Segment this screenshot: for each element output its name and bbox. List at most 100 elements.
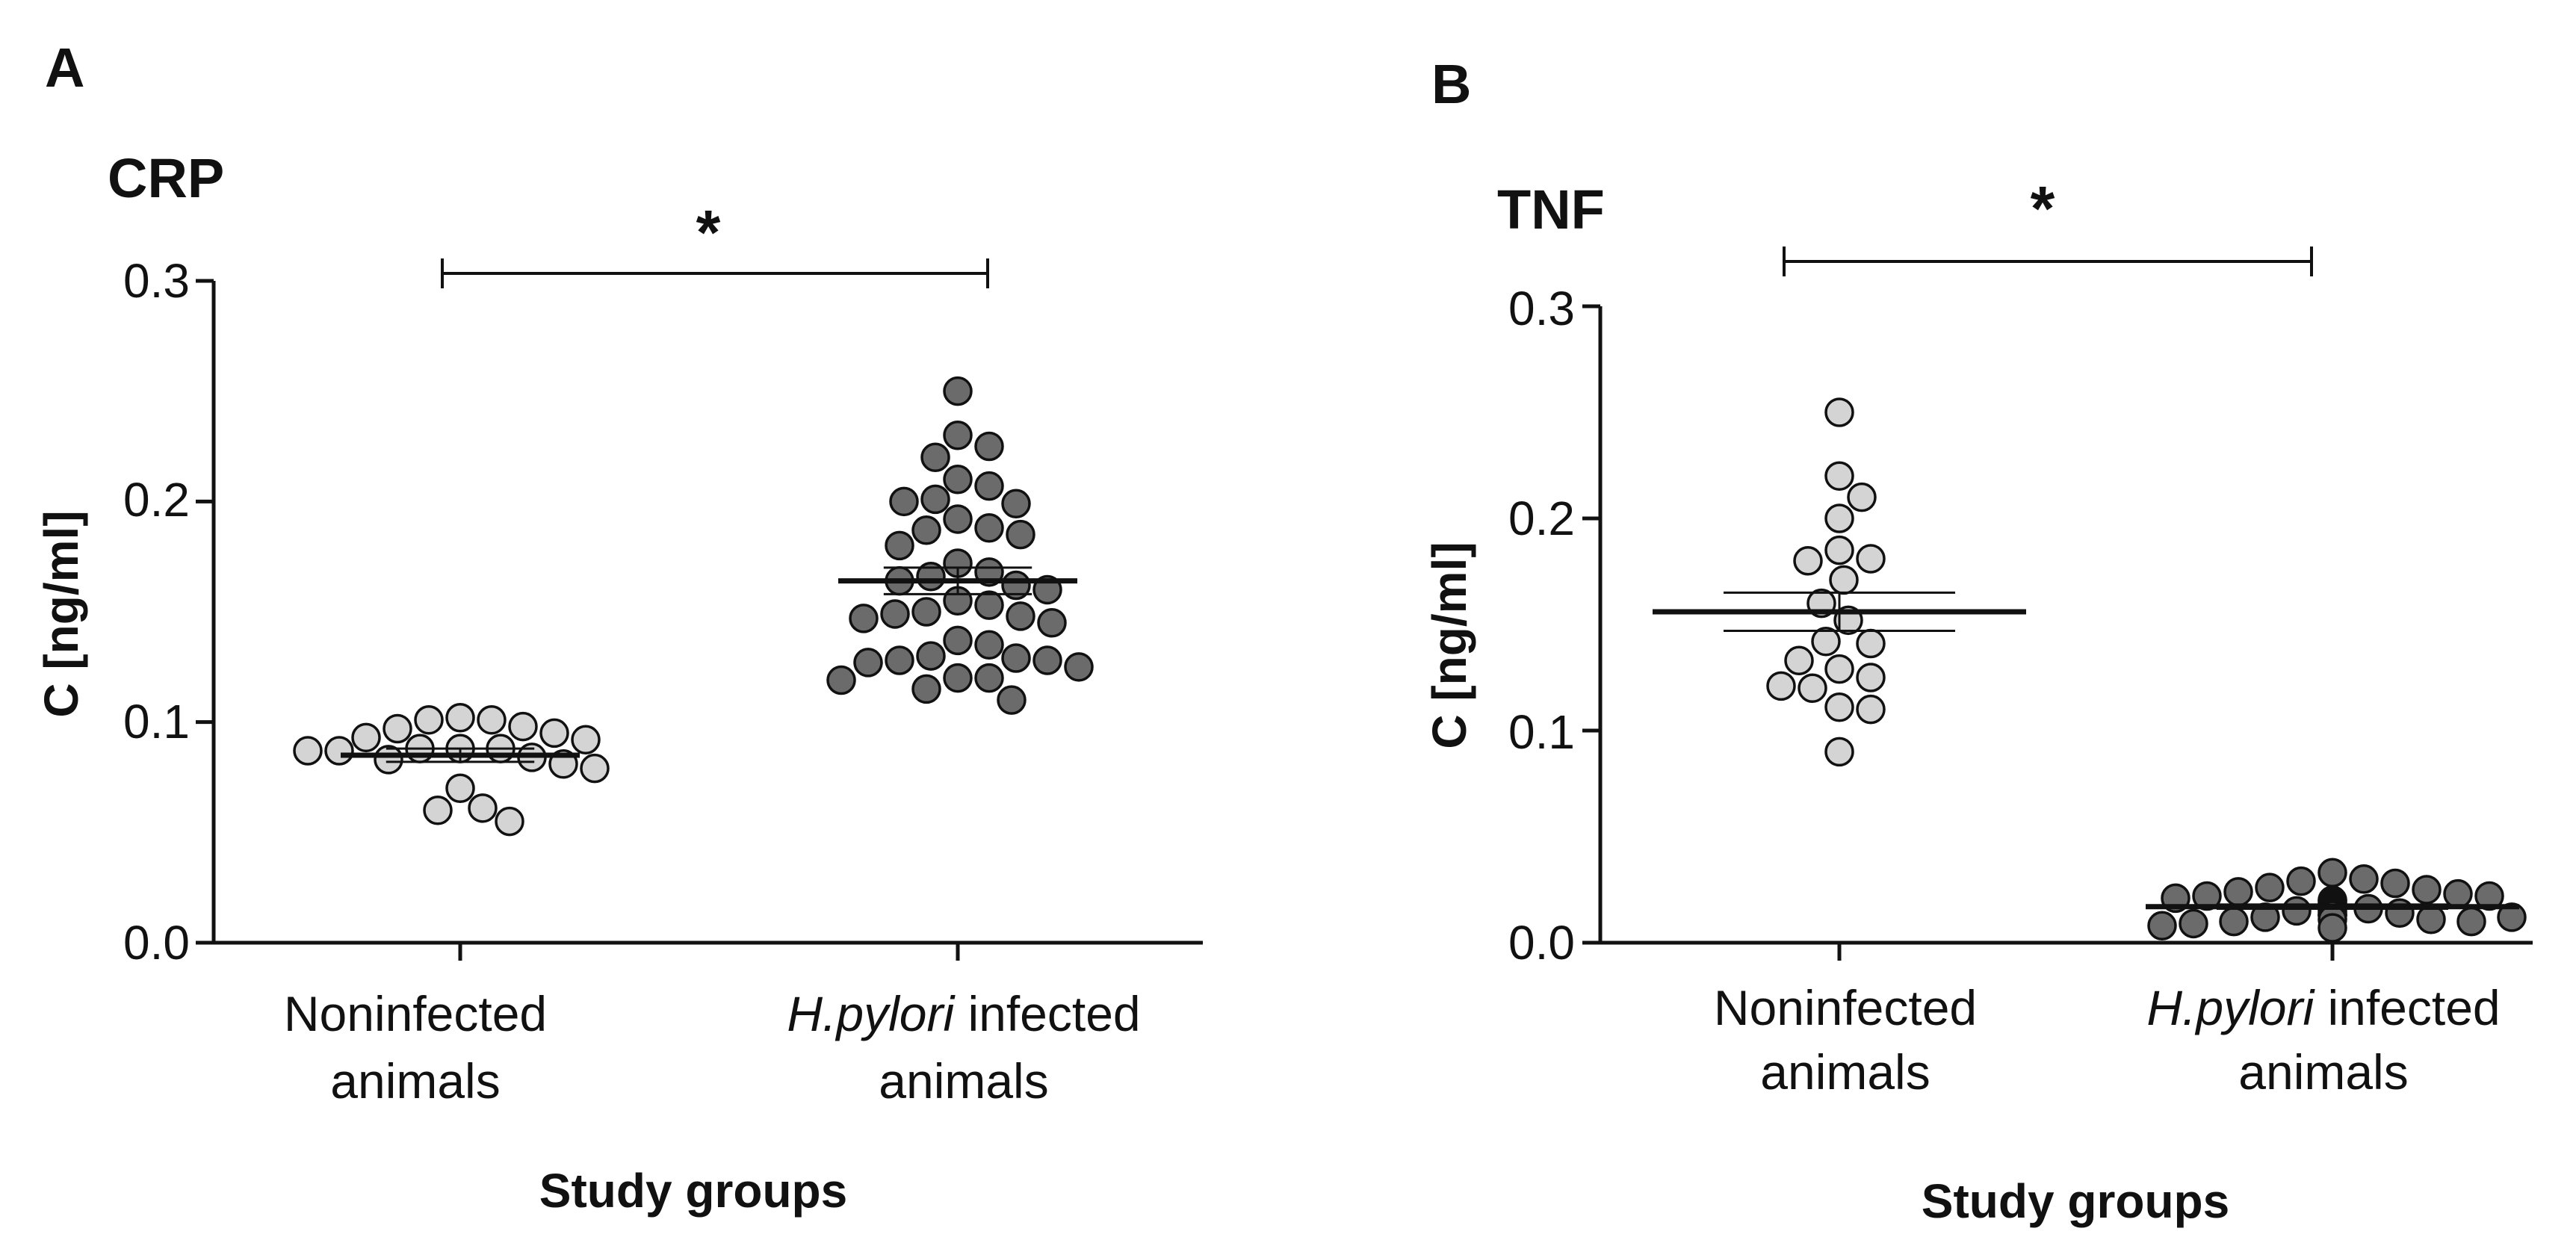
panel-b-point-infected-34: [2318, 913, 2347, 943]
panel-a-point-infected-32: [1032, 645, 1062, 675]
panel-a-point-infected-38: [911, 674, 941, 704]
panel-a-point-infected-27: [943, 625, 973, 656]
panel-a-category-infected-italic: H.pylori: [787, 986, 956, 1041]
panel-b-point-noninfected-2: [1847, 482, 1877, 512]
panel-a-ytick-label-0.0: 0.0: [123, 916, 190, 970]
panel-a-point-infected-13: [885, 530, 914, 561]
panel-a-point-infected-4: [943, 465, 973, 495]
panel-b-category-infected-italic: H.pylori: [2146, 980, 2315, 1035]
panel-b-y-axis-label: C [ng/ml]: [1422, 542, 1476, 748]
panel-a-point-infected-6: [920, 484, 950, 515]
panel-b-point-infected-31: [2456, 906, 2486, 937]
panel-b-point-noninfected-14: [1856, 663, 1886, 692]
panel-a-category-noninfected-line1: Noninfected: [284, 986, 547, 1041]
panel-b-point-noninfected-11: [1856, 628, 1886, 659]
panel-a-point-infected-10: [974, 513, 1004, 543]
panel-a-x-axis-label: Study groups: [539, 1164, 847, 1218]
panel-a-point-infected-12: [1006, 519, 1035, 550]
panel-b-point-noninfected-10: [1811, 626, 1841, 657]
panel-b-ytick-label-0.1: 0.1: [1508, 705, 1575, 759]
panel-b-point-infected-32: [2179, 908, 2208, 939]
panel-b-title: TNF: [1497, 179, 1605, 241]
panel-b-category-noninfected-line1: Noninfected: [1714, 980, 1977, 1035]
panel-a-title: CRP: [108, 147, 224, 209]
panel-b-point-infected-1: [2349, 864, 2379, 894]
panel-b-point-infected-7: [2443, 878, 2473, 909]
panel-a-point-infected-31: [885, 645, 914, 675]
panel-b-x-axis-label: Study groups: [1922, 1174, 2229, 1228]
panel-a-point-infected-9: [943, 504, 973, 534]
panel-a-point-infected-2: [974, 431, 1004, 462]
panel-a-ytick-label-0.2: 0.2: [123, 473, 190, 527]
panel-a-point-noninfected-17: [445, 773, 475, 804]
panel-a-point-infected-7: [889, 486, 919, 517]
panel-a-point-infected-11: [911, 515, 941, 545]
panel-a-point-infected-25: [849, 604, 879, 633]
panel-b-category-infected-rest: infected: [2314, 980, 2501, 1035]
panel-b-point-noninfected-1: [1824, 461, 1854, 491]
panel-a-significance-star: *: [696, 197, 721, 267]
panel-a-point-noninfected-16: [580, 753, 610, 784]
panel-b-ytick-label-0.0: 0.0: [1508, 916, 1575, 970]
panel-b-point-noninfected-16: [1798, 673, 1827, 703]
panel-a: A CRP * C [ng/ml] Study groups 0.3 0.2 0…: [34, 37, 1141, 1218]
panel-b-ytick-label-0.3: 0.3: [1508, 282, 1575, 335]
panel-a-point-infected-36: [974, 663, 1004, 693]
panel-a-point-noninfected-3: [508, 711, 538, 742]
panel-b-point-infected-28: [2416, 905, 2446, 934]
panel-b-point-infected-9: [2474, 881, 2504, 911]
panel-b-point-noninfected-0: [1824, 397, 1854, 427]
panel-b-point-noninfected-12: [1784, 645, 1814, 676]
panel-a-plot: [196, 258, 1203, 961]
panel-b-point-noninfected-17: [1824, 692, 1854, 722]
panel-b-plot: [1582, 247, 2533, 961]
panel-b-point-infected-4: [2255, 872, 2285, 902]
panel-b-point-infected-33: [2147, 911, 2177, 941]
panel-label-a: A: [45, 37, 84, 99]
panel-b-point-infected-8: [2192, 881, 2222, 911]
panel-a-point-infected-37: [826, 665, 856, 695]
panel-a-point-infected-24: [1006, 601, 1035, 631]
panel-b-point-noninfected-5: [1856, 544, 1886, 574]
panel-a-point-noninfected-12: [293, 736, 323, 766]
panel-b-category-noninfected-line2: animals: [1760, 1044, 1930, 1100]
panel-a-point-infected-30: [1001, 643, 1031, 673]
plot-marks: [196, 247, 2533, 961]
panel-b-point-infected-19: [2282, 896, 2312, 926]
panel-a-point-noninfected-0: [445, 703, 475, 733]
panel-a-point-infected-8: [1001, 489, 1031, 519]
panel-a-point-infected-26: [1037, 608, 1067, 638]
panel-a-point-noninfected-2: [414, 704, 444, 735]
panel-b-category-infected-line1: H.pylori infected: [2146, 980, 2500, 1035]
panel-b-point-noninfected-15: [1766, 671, 1796, 701]
panel-b-point-noninfected-13: [1824, 654, 1854, 684]
panel-a-point-infected-39: [997, 685, 1027, 715]
panel-a-point-noninfected-20: [495, 806, 524, 837]
panel-a-y-axis-label: C [ng/ml]: [34, 510, 88, 717]
panel-a-point-infected-0: [943, 376, 973, 406]
panel-a-point-infected-1: [943, 420, 973, 450]
panel-a-point-infected-35: [943, 663, 973, 693]
panel-b-point-noninfected-7: [1829, 565, 1859, 595]
panel-b-ytick-label-0.2: 0.2: [1508, 492, 1575, 545]
panel-a-point-noninfected-11: [324, 736, 354, 766]
panel-a-ytick-label-0.1: 0.1: [123, 695, 190, 748]
panel-a-point-noninfected-14: [374, 745, 403, 775]
panel-b-point-noninfected-19: [1824, 737, 1854, 767]
panel-b-point-infected-5: [2412, 875, 2442, 905]
panel-a-point-infected-5: [974, 471, 1004, 501]
panel-a-point-noninfected-1: [477, 704, 507, 735]
panel-a-point-infected-29: [916, 641, 946, 671]
panel-a-point-infected-28: [974, 630, 1004, 660]
panel-b-point-infected-2: [2286, 866, 2316, 896]
panel-a-point-infected-3: [920, 442, 950, 473]
panel-b: B TNF * C [ng/ml] Study groups 0.3 0.2 0…: [1422, 53, 2501, 1228]
panel-b-point-noninfected-6: [1793, 546, 1823, 576]
panel-a-point-noninfected-5: [539, 718, 569, 748]
panel-a-point-noninfected-18: [468, 793, 498, 823]
panel-a-point-infected-21: [974, 590, 1004, 620]
panel-b-point-infected-0: [2318, 858, 2347, 888]
panel-a-point-infected-22: [911, 597, 941, 627]
panel-a-point-infected-33: [853, 648, 883, 678]
panel-a-point-noninfected-6: [351, 722, 381, 753]
